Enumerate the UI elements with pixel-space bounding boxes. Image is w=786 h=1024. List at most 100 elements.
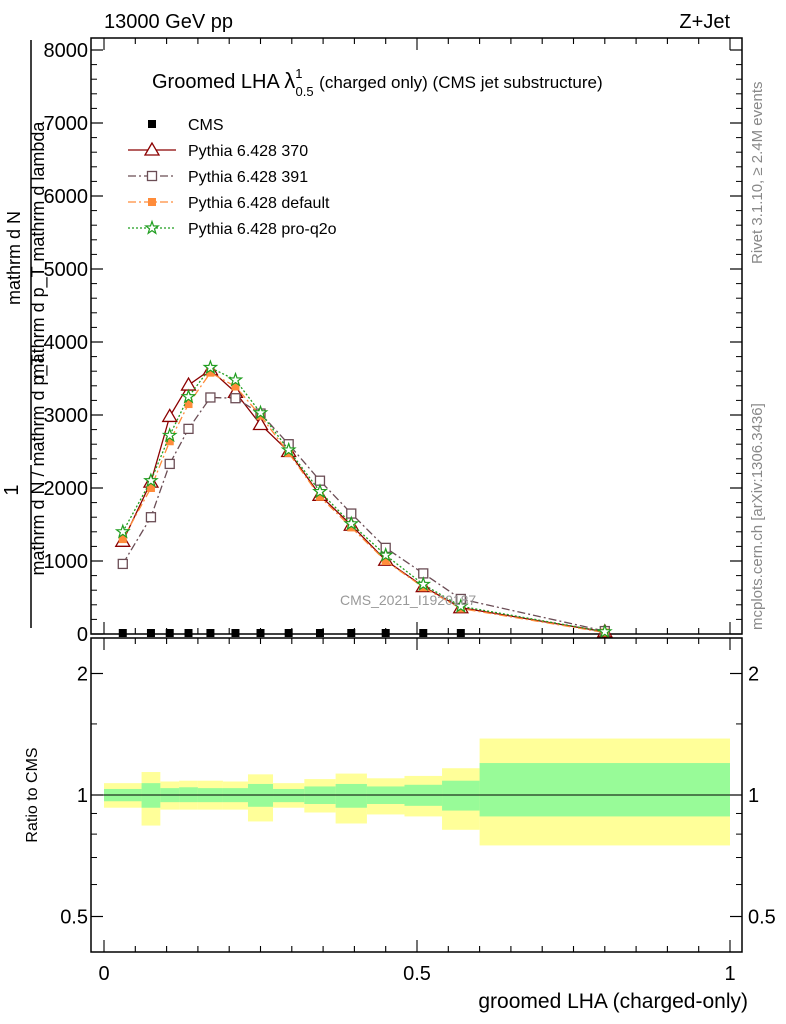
ratio-ytick-label-right: 1 bbox=[748, 785, 759, 807]
xlabel: groomed LHA (charged-only) bbox=[478, 990, 748, 1013]
watermark: CMS_2021_I1920187 bbox=[340, 592, 476, 608]
data-point bbox=[118, 629, 127, 637]
legend-marker bbox=[148, 120, 156, 128]
xtick-label: 0 bbox=[98, 963, 109, 985]
legend-marker bbox=[143, 141, 161, 156]
ytick-label: 7000 bbox=[44, 113, 89, 135]
data-point bbox=[415, 576, 432, 592]
data-point bbox=[227, 371, 244, 387]
header-left: 13000 GeV pp bbox=[104, 11, 233, 33]
ytick-label: 0 bbox=[77, 624, 88, 646]
data-point bbox=[114, 523, 131, 539]
plot-title: Groomed LHA λ1 0.5 (charged only) (CMS je… bbox=[152, 66, 603, 99]
series-line bbox=[122, 366, 605, 633]
legend-marker bbox=[148, 198, 156, 206]
data-point bbox=[231, 629, 240, 637]
data-point bbox=[117, 558, 128, 570]
data-point bbox=[165, 437, 174, 446]
ytick-label: 6000 bbox=[44, 186, 89, 208]
data-point bbox=[165, 629, 174, 637]
title-rest: (charged only) (CMS jet substructure) bbox=[319, 73, 602, 92]
data-point bbox=[184, 629, 193, 637]
data-point bbox=[146, 484, 155, 492]
band-inner bbox=[335, 783, 367, 808]
data-point bbox=[180, 376, 197, 391]
xtick-label: 1 bbox=[724, 963, 735, 985]
data-point bbox=[161, 427, 178, 443]
title-sub: 0.5 bbox=[296, 84, 314, 99]
data-point bbox=[252, 404, 269, 420]
legend-label: Pythia 6.428 391 bbox=[188, 169, 308, 186]
ytick-label: 4000 bbox=[44, 332, 89, 354]
data-point bbox=[596, 623, 613, 639]
data-point bbox=[161, 408, 178, 423]
data-point bbox=[381, 629, 390, 637]
data-point bbox=[143, 472, 159, 488]
legend-label: Pythia 6.428 default bbox=[188, 195, 330, 212]
data-point bbox=[202, 359, 219, 375]
ytick-label: 5000 bbox=[44, 259, 89, 281]
main-plot: 0 1000 2000 3000 4000 5000 6000 7000 8000 CMS Pyth… bbox=[44, 37, 743, 646]
data-point bbox=[180, 388, 197, 404]
data-point bbox=[183, 423, 194, 435]
legend-label: Pythia 6.428 pro-q2o bbox=[188, 221, 337, 238]
data-point bbox=[280, 441, 297, 457]
data-point bbox=[452, 597, 469, 613]
ratio-ylabel: Ratio to CMS bbox=[24, 747, 41, 842]
data-point bbox=[252, 416, 269, 431]
data-point bbox=[315, 629, 324, 637]
ratio-ytick-label: 0.5 bbox=[60, 907, 88, 929]
data-point bbox=[118, 535, 127, 544]
ratio-ytick-label: 2 bbox=[77, 664, 88, 686]
band-inner bbox=[479, 763, 730, 817]
mcplots-label: mcplots.cern.ch [arXiv:1306.3436] bbox=[749, 403, 766, 630]
title-sup: 1 bbox=[295, 66, 302, 81]
legend: CMS Pythia 6.428 370 Pythia 6.428 391 Pythi… bbox=[128, 117, 337, 238]
data-point bbox=[347, 629, 356, 637]
data-point bbox=[206, 629, 215, 637]
ytick-label: 1000 bbox=[44, 551, 89, 573]
data-point bbox=[284, 629, 293, 637]
data-point bbox=[205, 392, 216, 403]
series-line bbox=[122, 396, 605, 632]
data-point bbox=[230, 393, 241, 404]
rivet-label: Rivet 3.1.10, ≥ 2.4M events bbox=[749, 82, 766, 265]
header-right: Z+Jet bbox=[679, 11, 730, 33]
ratio-ytick-label: 1 bbox=[77, 785, 88, 807]
series-4 bbox=[114, 359, 613, 639]
title-lambda: λ bbox=[284, 68, 295, 93]
data-point bbox=[231, 382, 240, 391]
data-point bbox=[164, 458, 175, 470]
data-point bbox=[419, 629, 428, 637]
legend-marker bbox=[144, 219, 160, 235]
ylabel-prefix-num: 1 bbox=[1, 484, 23, 495]
data-point bbox=[184, 400, 193, 409]
ratio-ytick-label-right: 0.5 bbox=[748, 907, 776, 929]
data-point bbox=[206, 368, 215, 377]
ratio-ytick-label-right: 2 bbox=[748, 664, 759, 686]
legend-label: Pythia 6.428 370 bbox=[188, 143, 308, 160]
legend-label: CMS bbox=[188, 117, 224, 134]
data-point bbox=[343, 515, 360, 531]
ratio-plot: 0 0.5 1 0.5 0.5 1 1 2 2 bbox=[60, 637, 776, 985]
ytick-label: 3000 bbox=[44, 405, 89, 427]
ytick-label: 2000 bbox=[44, 478, 89, 500]
data-point bbox=[377, 546, 394, 562]
data-point bbox=[347, 523, 356, 532]
main-ylabel: mathrm d N mathrm d p_T mathrm d lambda … bbox=[1, 40, 49, 628]
ylabel-num: mathrm d N bbox=[4, 211, 24, 305]
legend-marker bbox=[146, 170, 158, 182]
xtick-label: 0.5 bbox=[403, 963, 431, 985]
series-0 bbox=[118, 629, 465, 637]
data-point bbox=[315, 492, 324, 501]
ytick-label: 8000 bbox=[44, 40, 89, 62]
data-point bbox=[145, 512, 157, 523]
data-point bbox=[381, 557, 390, 565]
band-inner bbox=[442, 780, 480, 811]
data-point bbox=[312, 483, 328, 499]
band-inner bbox=[273, 788, 305, 803]
data-point bbox=[146, 629, 155, 637]
data-point bbox=[256, 629, 265, 637]
title-main: Groomed LHA bbox=[152, 71, 280, 93]
